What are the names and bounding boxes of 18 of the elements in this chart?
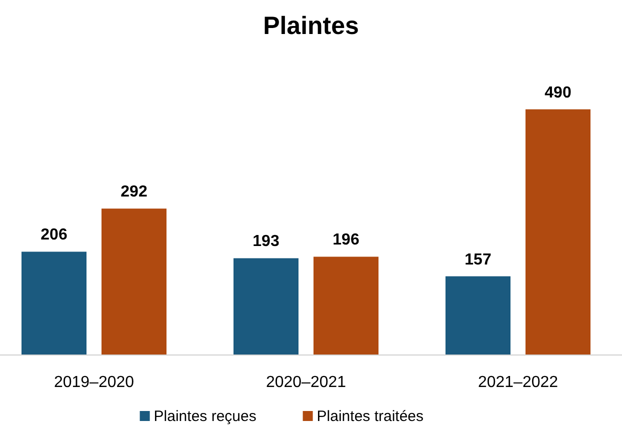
data-label: 193: [252, 233, 280, 250]
data-label: 292: [120, 184, 148, 201]
x-tick-label: 2021–2022: [478, 374, 558, 391]
bar: [314, 256, 378, 355]
data-label: 196: [332, 232, 360, 249]
bar: [526, 109, 590, 355]
bar: [446, 276, 510, 355]
x-tick-label: 2019–2020: [54, 374, 134, 391]
bar: [22, 252, 86, 355]
data-label: 490: [544, 84, 572, 102]
legend-label: Plaintes reçues: [154, 408, 256, 425]
data-label: 206: [40, 226, 68, 244]
legend-label: Plaintes traitées: [316, 408, 424, 425]
bar: [234, 258, 298, 355]
x-tick-label: 2020–2021: [266, 374, 346, 391]
bar: [102, 208, 166, 355]
data-label: 157: [464, 251, 492, 268]
chart-title: Plaintes: [263, 12, 359, 40]
